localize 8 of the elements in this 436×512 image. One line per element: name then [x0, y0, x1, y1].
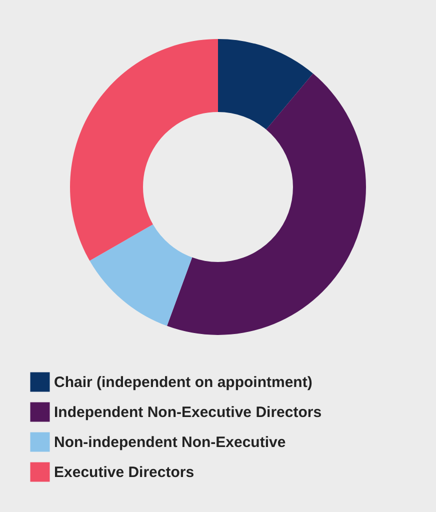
legend-label: Independent Non-Executive Directors	[54, 404, 322, 421]
donut-slice	[166, 74, 366, 335]
donut-slice	[218, 39, 314, 130]
legend-label: Chair (independent on appointment)	[54, 374, 312, 391]
legend-label: Non-independent Non-Executive	[54, 434, 286, 451]
donut-slice	[90, 224, 192, 326]
donut-slice	[70, 39, 218, 261]
legend-label: Executive Directors	[54, 464, 194, 481]
